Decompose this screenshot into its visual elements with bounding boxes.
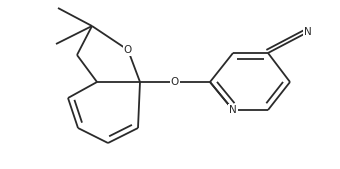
Text: N: N <box>229 105 237 115</box>
Text: N: N <box>304 27 312 37</box>
Text: O: O <box>171 77 179 87</box>
Text: O: O <box>124 45 132 55</box>
